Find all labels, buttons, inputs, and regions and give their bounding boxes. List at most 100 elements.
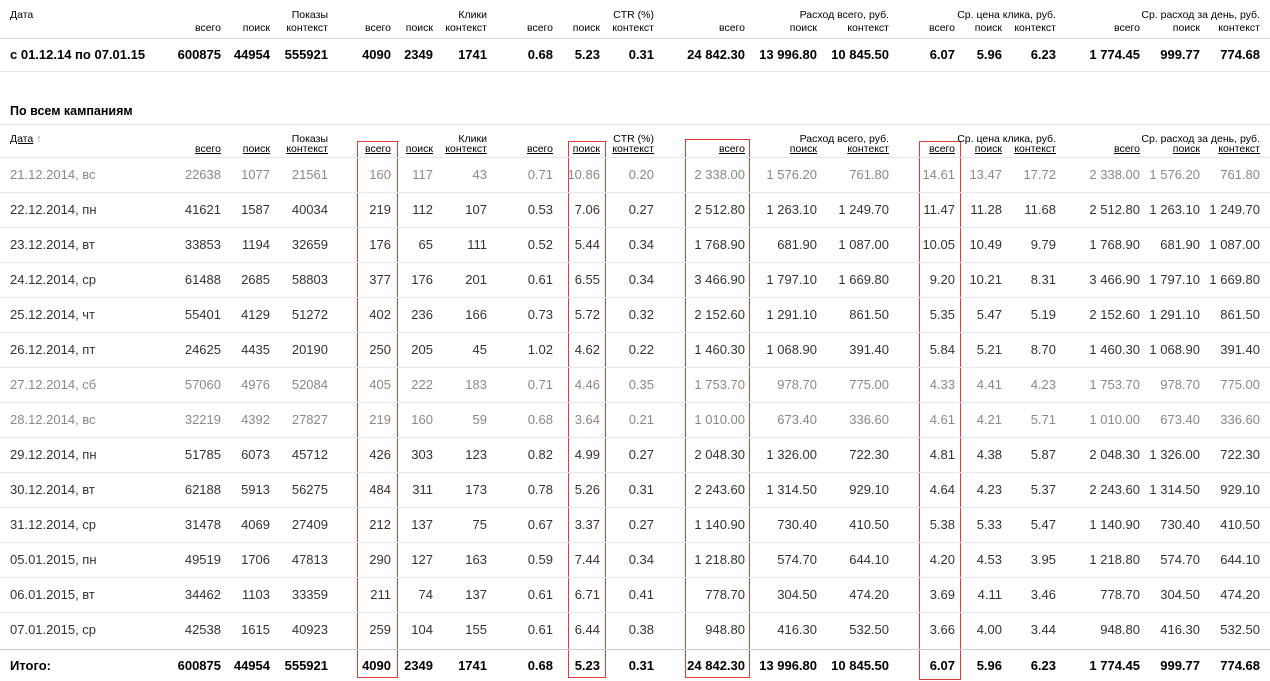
cell-daily-cost-total: 1 010.00 [1089, 412, 1140, 427]
cell-ctr-total: 0.71 [527, 167, 553, 182]
sort-cpc-total[interactable]: всего [929, 143, 955, 155]
cell-ctr-total: 0.82 [527, 447, 553, 462]
cell-clicks-context: 107 [465, 202, 487, 217]
subheader-ctr-context: контекст [612, 22, 654, 34]
sort-cpc-search[interactable]: поиск [974, 143, 1002, 155]
cell-impressions-context: 32659 [291, 237, 328, 252]
row-date: 27.12.2014, сб [10, 377, 97, 392]
cell-cpc-search: 4.38 [976, 447, 1002, 462]
cell-ctr-total: 0.59 [527, 552, 553, 567]
subheader-ctr-total: всего [527, 22, 553, 34]
cell-ctr-total: 0.52 [527, 237, 553, 252]
cell-clicks-total: 426 [369, 447, 391, 462]
cell-ctr-context: 0.35 [628, 377, 654, 392]
table-group-header-cpc: Ср. цена клика, руб. [957, 133, 1056, 145]
cell-clicks-search: 65 [418, 237, 433, 252]
cell-cost-search: 1 576.20 [766, 167, 817, 182]
summary-value-clicks-context: 1741 [458, 47, 487, 62]
row-divider [0, 577, 1270, 578]
cell-cost-search: 416.30 [777, 622, 817, 637]
cell-cpc-context: 8.31 [1030, 272, 1056, 287]
sort-ctr-context[interactable]: контекст [612, 143, 654, 155]
sort-cost-search[interactable]: поиск [789, 143, 817, 155]
cell-cpc-context: 5.71 [1030, 412, 1056, 427]
sort-impressions-context[interactable]: контекст [286, 143, 328, 155]
cell-clicks-total: 219 [369, 202, 391, 217]
row-divider [0, 507, 1270, 508]
cell-clicks-total: 160 [369, 167, 391, 182]
cell-clicks-search: 236 [411, 307, 433, 322]
cell-cpc-context: 3.44 [1030, 622, 1056, 637]
sort-ctr-total[interactable]: всего [527, 143, 553, 155]
total-daily-cost-total: 1 774.45 [1089, 658, 1140, 673]
cell-ctr-total: 0.61 [527, 622, 553, 637]
group-header-daily-cost: Ср. расход за день, руб. [1141, 9, 1260, 21]
cell-impressions-total: 57060 [184, 377, 221, 392]
section-title: По всем кампаниям [10, 104, 133, 118]
row-date: 07.01.2015, ср [10, 622, 97, 637]
cell-impressions-total: 61488 [184, 272, 221, 287]
cell-clicks-total: 402 [369, 307, 391, 322]
table-group-header-cost: Расход всего, руб. [799, 133, 889, 145]
subheader-daily-cost-context: контекст [1218, 22, 1260, 34]
sort-cpc-context[interactable]: контекст [1014, 143, 1056, 155]
cell-cost-search: 1 068.90 [766, 342, 817, 357]
cell-ctr-search: 3.37 [574, 517, 600, 532]
sort-clicks-search[interactable]: поиск [405, 143, 433, 155]
cell-cpc-context: 5.37 [1030, 482, 1056, 497]
sort-date-header[interactable]: Дата ↑ [10, 133, 42, 145]
sort-ctr-search[interactable]: поиск [572, 143, 600, 155]
cell-clicks-search: 112 [412, 202, 433, 217]
total-ctr-search: 5.23 [574, 658, 600, 673]
cell-impressions-total: 22638 [184, 167, 221, 182]
cell-impressions-context: 47813 [291, 552, 328, 567]
row-divider [0, 192, 1270, 193]
sort-impressions-total[interactable]: всего [195, 143, 221, 155]
cell-ctr-total: 0.67 [527, 517, 553, 532]
cell-impressions-search: 1103 [242, 587, 270, 602]
sort-daily-cost-search[interactable]: поиск [1172, 143, 1200, 155]
subheader-impressions-context: контекст [286, 22, 328, 34]
date-sort-link[interactable]: Дата [10, 133, 34, 145]
cell-ctr-total: 0.53 [527, 202, 553, 217]
cell-impressions-search: 4129 [241, 307, 270, 322]
cell-cpc-total: 9.20 [929, 272, 955, 287]
cell-cost-context: 474.20 [849, 587, 889, 602]
divider [0, 124, 1270, 125]
sort-daily-cost-total[interactable]: всего [1114, 143, 1140, 155]
cell-impressions-total: 32219 [184, 412, 221, 427]
cell-impressions-context: 56275 [291, 482, 328, 497]
sort-cost-context[interactable]: контекст [847, 143, 889, 155]
sort-impressions-search[interactable]: поиск [242, 143, 270, 155]
cell-cost-context: 410.50 [849, 517, 889, 532]
cell-ctr-context: 0.31 [628, 482, 654, 497]
cell-daily-cost-search: 1 326.00 [1149, 447, 1200, 462]
subheader-cost-total: всего [719, 22, 745, 34]
sort-clicks-total[interactable]: всего [365, 143, 391, 155]
cell-cpc-total: 3.66 [929, 622, 955, 637]
cell-cpc-total: 4.33 [929, 377, 955, 392]
sort-daily-cost-context[interactable]: контекст [1218, 143, 1260, 155]
subheader-cpc-total: всего [929, 22, 955, 34]
cell-ctr-search: 6.44 [574, 622, 600, 637]
cell-ctr-context: 0.20 [628, 167, 654, 182]
cell-cost-search: 730.40 [777, 517, 817, 532]
summary-value-daily-cost-total: 1 774.45 [1089, 47, 1140, 62]
cell-clicks-search: 311 [412, 482, 433, 497]
summary-value-ctr-total: 0.68 [527, 47, 553, 62]
cell-impressions-context: 40923 [291, 622, 328, 637]
cell-impressions-search: 4069 [241, 517, 270, 532]
cell-clicks-search: 160 [411, 412, 433, 427]
cell-daily-cost-context: 1 249.70 [1209, 202, 1260, 217]
cell-clicks-total: 259 [369, 622, 391, 637]
subheader-clicks-search: поиск [405, 22, 433, 34]
cell-clicks-context: 75 [472, 517, 487, 532]
cell-cost-context: 336.60 [849, 412, 889, 427]
cell-clicks-total: 250 [369, 342, 391, 357]
cell-clicks-total: 377 [369, 272, 391, 287]
sort-clicks-context[interactable]: контекст [445, 143, 487, 155]
cell-cpc-context: 17.72 [1023, 167, 1056, 182]
sort-cost-total[interactable]: всего [719, 143, 745, 155]
cell-cost-context: 1 669.80 [838, 272, 889, 287]
cell-cost-context: 761.80 [849, 167, 889, 182]
